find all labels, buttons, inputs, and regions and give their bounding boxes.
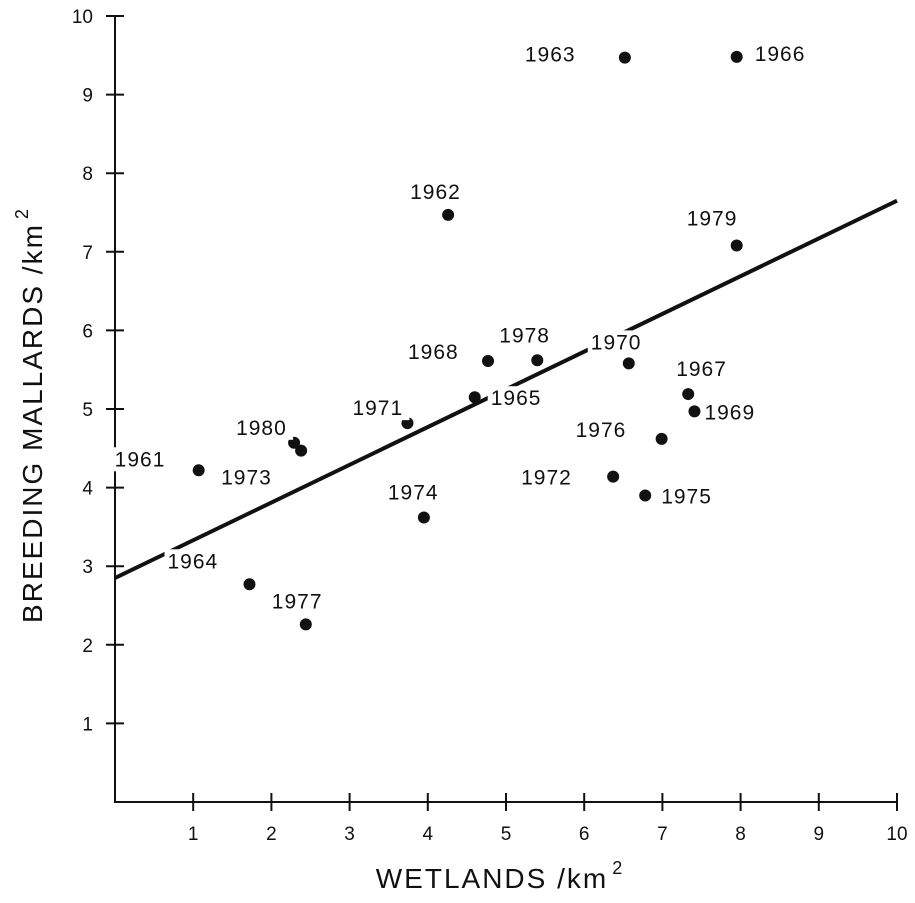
data-point-label: 1978 <box>499 324 550 347</box>
data-point-label-bg <box>496 323 557 348</box>
data-point-label-bg <box>673 357 734 382</box>
y-tick-label: 7 <box>82 243 93 264</box>
x-tick-label: 7 <box>657 824 668 845</box>
data-point-label: 1969 <box>704 401 755 424</box>
y-tick-label: 4 <box>82 479 93 500</box>
data-point <box>730 50 743 63</box>
data-point-label-bg <box>384 480 445 505</box>
x-tick-label: 4 <box>423 824 434 845</box>
x-tick-label: 9 <box>814 824 825 845</box>
data-point <box>531 354 544 367</box>
data-point-label: 1971 <box>352 397 403 420</box>
data-point <box>639 489 652 502</box>
data-point-label: 1975 <box>661 485 712 508</box>
data-point-label-bg <box>111 447 172 472</box>
data-point-label: 1963 <box>525 44 576 67</box>
data-point-label-bg <box>572 417 633 442</box>
y-tick-label: 2 <box>82 636 93 657</box>
data-point <box>622 357 635 370</box>
data-point-label-bg <box>407 179 468 204</box>
data-point <box>417 511 430 524</box>
data-point <box>607 470 620 483</box>
data-point-label: 1964 <box>168 550 219 573</box>
x-tick-label: 8 <box>735 824 746 845</box>
data-point <box>730 239 743 252</box>
x-tick-label: 2 <box>266 824 277 845</box>
data-point-label-bg <box>349 396 410 421</box>
axes: 1 2 3 4 5 6 7 8 9 10 1 2 3 4 5 6 7 8 9 10 <box>72 7 908 845</box>
data-point-label-bg <box>701 400 762 425</box>
data-point-label-bg <box>164 549 225 574</box>
data-point <box>482 355 495 368</box>
data-point-label-bg <box>218 465 279 490</box>
data-point-label: 1966 <box>755 43 806 66</box>
data-point-label: 1974 <box>388 481 439 504</box>
x-axis-title: WETLANDS /km 2 <box>376 858 624 894</box>
data-point-label: 1973 <box>221 467 272 490</box>
data-point <box>688 405 701 418</box>
data-point-label: 1979 <box>687 208 738 231</box>
data-point-label-bg <box>405 340 466 365</box>
y-tick-label: 9 <box>82 86 93 107</box>
data-point-label: 1976 <box>576 419 627 442</box>
x-tick-label: 1 <box>188 824 199 845</box>
data-point <box>442 208 455 221</box>
x-axis-title-superscript: 2 <box>612 858 624 878</box>
data-point-label: 1961 <box>115 448 166 471</box>
data-point <box>618 51 631 64</box>
data-point <box>655 432 668 445</box>
data-points <box>192 50 743 631</box>
data-point-label: 1980 <box>236 417 287 440</box>
y-axis-title-superscript: 2 <box>12 207 32 219</box>
data-point-label: 1970 <box>591 331 642 354</box>
data-point <box>295 444 308 457</box>
data-point-label-bg <box>521 42 582 67</box>
data-point <box>682 388 695 401</box>
data-point <box>299 618 312 631</box>
y-tick-label: 6 <box>82 321 93 342</box>
x-tick-label: 5 <box>501 824 512 845</box>
x-axis-title-text: WETLANDS /km <box>376 863 608 894</box>
y-axis-title: BREEDING MALLARDS /km 2 <box>12 207 48 623</box>
data-point-label-bg <box>268 589 329 614</box>
data-point-label-bg <box>683 206 744 231</box>
y-tick-label: 8 <box>82 164 93 185</box>
data-point-label: 1977 <box>272 590 323 613</box>
data-point-label: 1962 <box>410 181 461 204</box>
data-point-label: 1972 <box>521 467 572 490</box>
data-point-label: 1968 <box>408 341 459 364</box>
x-tick-label: 10 <box>886 824 907 845</box>
data-point-label-bg <box>487 386 548 411</box>
x-tick-label: 3 <box>344 824 355 845</box>
y-tick-label: 10 <box>72 7 93 28</box>
data-point <box>468 391 481 404</box>
data-point-label-bg <box>587 330 648 355</box>
data-point-label: 1965 <box>491 387 542 410</box>
data-point-label-bg <box>751 41 812 66</box>
data-point-label: 1967 <box>676 358 727 381</box>
y-tick-label: 5 <box>82 400 93 421</box>
x-tick-label: 6 <box>579 824 590 845</box>
data-point-label-bg <box>658 484 719 509</box>
y-tick-label: 1 <box>82 714 93 735</box>
y-tick-label: 3 <box>82 557 93 578</box>
data-point <box>243 578 256 591</box>
data-point-label-bg <box>233 415 294 440</box>
y-axis-title-text: BREEDING MALLARDS /km <box>17 223 48 623</box>
data-point <box>192 464 205 477</box>
data-point-label-bg <box>518 465 579 490</box>
data-point-labels: 1961 1962 1963 1964 1965 1966 1967 1968 1969 1970… <box>111 41 812 614</box>
